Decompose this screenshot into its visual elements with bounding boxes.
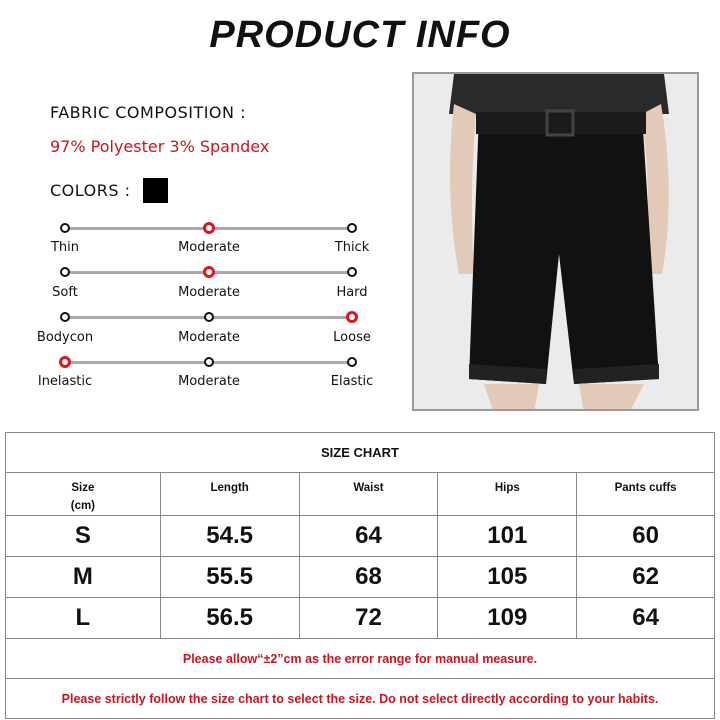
size-cell: S xyxy=(5,515,161,557)
scale-dot-right xyxy=(347,357,357,367)
scale-label-left: Bodycon xyxy=(36,330,94,345)
measure-cell: 105 xyxy=(437,556,578,598)
measure-cell: 54.5 xyxy=(159,515,300,557)
scale-dot-middle xyxy=(204,357,214,367)
column-header: Pants cuffs xyxy=(576,472,715,516)
column-header: Hips xyxy=(437,472,578,516)
fabric-label: FABRIC COMPOSITION : xyxy=(50,103,246,122)
scale-dot-right xyxy=(347,223,357,233)
scale-label-middle: Moderate xyxy=(178,240,240,255)
page-title: PRODUCT INFO xyxy=(209,14,511,56)
scale-dot-right xyxy=(346,311,358,323)
scale-label-middle: Moderate xyxy=(178,285,240,300)
table-row: M 55.5 68 105 62 xyxy=(5,556,715,598)
scale-label-right: Loose xyxy=(333,330,371,345)
table-row: L 56.5 72 109 64 xyxy=(5,597,715,639)
scale-label-left: Thin xyxy=(50,240,80,255)
size-cell: L xyxy=(5,597,161,639)
measure-cell: 55.5 xyxy=(159,556,300,598)
scale-dot-left xyxy=(59,356,71,368)
color-swatch-black xyxy=(143,178,168,203)
measure-cell: 72 xyxy=(298,597,439,639)
measure-cell: 64 xyxy=(298,515,439,557)
colors-label: COLORS : xyxy=(50,181,131,200)
scale-dot-left xyxy=(60,267,70,277)
scale-label-right: Hard xyxy=(336,285,368,300)
scale-label-left: Soft xyxy=(52,285,78,300)
measure-cell: 109 xyxy=(437,597,578,639)
table-row: S 54.5 64 101 60 xyxy=(5,515,715,557)
size-chart-table: SIZE CHART Size (cm) Length Waist Hips Pants… xyxy=(5,432,715,719)
measure-cell: 101 xyxy=(437,515,578,557)
product-photo xyxy=(412,72,699,411)
size-advice-note: Please strictly follow the size chart to… xyxy=(5,678,715,719)
measure-cell: 56.5 xyxy=(159,597,300,639)
measure-note: Please allow“±2”cm as the error range fo… xyxy=(5,638,715,679)
scale-dot-middle xyxy=(203,266,215,278)
scale-label-right: Elastic xyxy=(330,374,374,389)
fabric-value: 97% Polyester 3% Spandex xyxy=(50,137,270,156)
scale-dot-left xyxy=(60,312,70,322)
scale-label-middle: Moderate xyxy=(178,330,240,345)
scale-label-middle: Moderate xyxy=(178,374,240,389)
scale-dot-left xyxy=(60,223,70,233)
measure-cell: 62 xyxy=(576,556,715,598)
measure-cell: 60 xyxy=(576,515,715,557)
size-chart-title: SIZE CHART xyxy=(5,432,715,473)
size-cell: M xyxy=(5,556,161,598)
scale-label-left: Inelastic xyxy=(37,374,93,389)
column-header: Waist xyxy=(298,472,439,516)
column-header: Size (cm) xyxy=(5,472,161,516)
measure-cell: 64 xyxy=(576,597,715,639)
column-header: Length xyxy=(159,472,300,516)
scale-dot-middle xyxy=(203,222,215,234)
measure-cell: 68 xyxy=(298,556,439,598)
scale-dot-right xyxy=(347,267,357,277)
scale-dot-middle xyxy=(204,312,214,322)
scale-label-right: Thick xyxy=(334,240,370,255)
